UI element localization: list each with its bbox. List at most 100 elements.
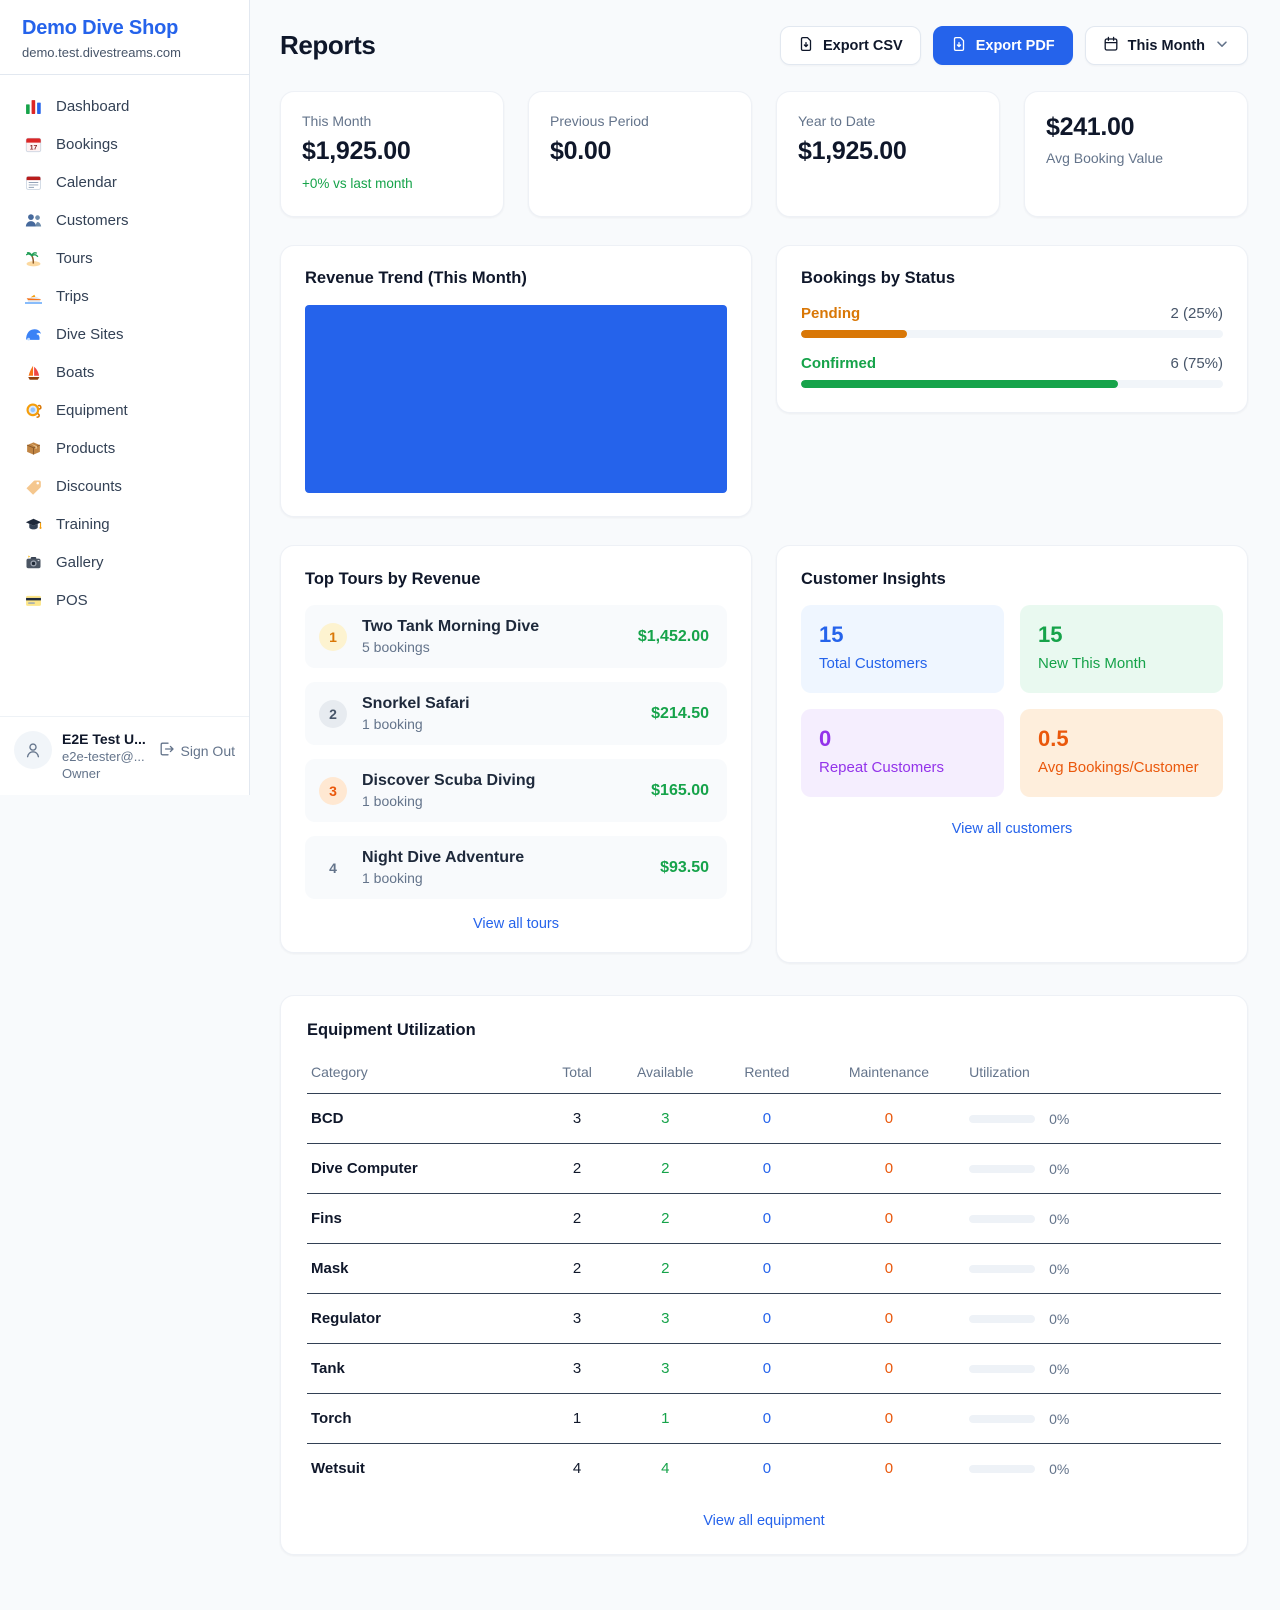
tour-revenue: $214.50: [651, 704, 709, 722]
stat-label: Year to Date: [798, 113, 876, 129]
sidebar-item-customers[interactable]: Customers: [12, 201, 237, 239]
sidebar-item-boats[interactable]: Boats: [12, 353, 237, 391]
view-all-tours-link[interactable]: View all tours: [473, 916, 559, 932]
calendar-icon: [1103, 36, 1119, 56]
sidebar-item-gallery[interactable]: Gallery: [12, 543, 237, 581]
sidebar-item-label: Products: [56, 439, 116, 457]
user-email: e2e-tester@...: [62, 749, 145, 764]
sidebar-item-products[interactable]: Products: [12, 429, 237, 467]
cell-maintenance: 0: [884, 1460, 894, 1477]
sidebar-item-label: Tours: [56, 249, 93, 267]
cell-category: Torch: [307, 1393, 545, 1444]
sidebar-item-training[interactable]: Training: [12, 505, 237, 543]
period-select[interactable]: This Month: [1084, 26, 1248, 65]
status-count: 2 (25%): [1170, 305, 1223, 322]
progress-track: [801, 330, 1223, 338]
cell-available: 2: [609, 1193, 721, 1244]
tour-bookings: 5 bookings: [362, 639, 430, 655]
avatar: [14, 731, 52, 769]
user-name: E2E Test U...: [62, 731, 146, 747]
top-tours-title: Top Tours by Revenue: [305, 570, 481, 588]
speedboat-icon: [24, 287, 42, 305]
bookings-by-status-card: Bookings by Status Pending 2 (25%) Confi…: [776, 245, 1248, 413]
bar-chart-icon: [24, 97, 42, 115]
cell-category: Tank: [307, 1343, 545, 1394]
cell-rented: 0: [721, 1393, 813, 1444]
sidebar-item-label: Customers: [56, 211, 129, 229]
cell-available: 3: [609, 1093, 721, 1144]
stat-value: $241.00: [1046, 113, 1135, 141]
export-pdf-label: Export PDF: [975, 37, 1055, 54]
shop-name[interactable]: Demo Dive Shop: [22, 17, 179, 39]
table-row: Regulator 3 3 0 0 0%: [307, 1293, 1221, 1344]
export-pdf-button[interactable]: Export PDF: [932, 26, 1073, 65]
insight-grid: 15 Total Customers 15 New This Month 0 R…: [801, 605, 1223, 797]
cell-available: 2: [609, 1243, 721, 1294]
progress-fill: [801, 330, 907, 338]
cell-total: 2: [544, 1243, 610, 1294]
view-all-equipment-link[interactable]: View all equipment: [703, 1513, 825, 1529]
insight-repeat-customers: 0 Repeat Customers: [801, 709, 1004, 797]
view-all-customers-link[interactable]: View all customers: [951, 821, 1073, 837]
stat-card-year-to-date: Year to Date $1,925.00: [776, 91, 1000, 217]
sidebar-item-label: POS: [56, 591, 88, 609]
cell-available: 3: [609, 1293, 721, 1344]
export-csv-button[interactable]: Export CSV: [779, 26, 921, 65]
utilization-bar: [969, 1264, 1036, 1273]
sidebar-item-label: Boats: [56, 363, 95, 381]
tour-row[interactable]: 2 Snorkel Safari 1 booking $214.50: [305, 682, 727, 745]
cell-total: 3: [544, 1293, 610, 1344]
file-download-icon: [798, 36, 814, 56]
cell-total: 2: [544, 1143, 610, 1194]
insight-value: 0.5: [1038, 726, 1069, 751]
utilization-bar: [969, 1164, 1036, 1173]
cell-available: 2: [609, 1143, 721, 1194]
utilization-cell: 0%: [969, 1211, 1217, 1227]
sidebar-item-trips[interactable]: Trips: [12, 277, 237, 315]
customer-insights-card: Customer Insights 15 Total Customers 15 …: [776, 545, 1248, 963]
brand: Demo Dive Shop demo.test.divestreams.com: [0, 0, 249, 75]
status-row-confirmed: Confirmed 6 (75%): [801, 355, 1223, 388]
tour-name: Night Dive Adventure: [362, 849, 525, 866]
sidebar-item-dashboard[interactable]: Dashboard: [12, 87, 237, 125]
sign-out-label: Sign Out: [180, 742, 235, 759]
tour-list: 1 Two Tank Morning Dive 5 bookings $1,45…: [305, 605, 727, 899]
utilization-cell: 0%: [969, 1161, 1217, 1177]
rank-badge: 1: [319, 622, 347, 651]
tour-row[interactable]: 1 Two Tank Morning Dive 5 bookings $1,45…: [305, 605, 727, 668]
cell-category: Regulator: [307, 1293, 545, 1344]
rank-badge: 3: [319, 776, 347, 805]
utilization-percent: 0%: [1049, 1160, 1070, 1177]
utilization-cell: 0%: [969, 1261, 1217, 1277]
sidebar-item-label: Dive Sites: [56, 325, 124, 343]
cell-category: Fins: [307, 1193, 545, 1244]
sidebar-item-tours[interactable]: Tours: [12, 239, 237, 277]
sidebar-item-calendar[interactable]: Calendar: [12, 163, 237, 201]
sidebar-item-discounts[interactable]: Discounts: [12, 467, 237, 505]
stats-row: This Month $1,925.00 +0% vs last month P…: [280, 91, 1248, 217]
tour-row[interactable]: 3 Discover Scuba Diving 1 booking $165.0…: [305, 759, 727, 822]
tour-row[interactable]: 4 Night Dive Adventure 1 booking $93.50: [305, 836, 727, 899]
status-count: 6 (75%): [1170, 355, 1223, 372]
insight-value: 0: [819, 726, 832, 751]
sidebar-item-bookings[interactable]: 17 Bookings: [12, 125, 237, 163]
top-tours-card: Top Tours by Revenue 1 Two Tank Morning …: [280, 545, 752, 953]
table-row: Torch 1 1 0 0 0%: [307, 1393, 1221, 1444]
sidebar-item-pos[interactable]: POS: [12, 581, 237, 619]
sidebar-item-equipment[interactable]: Equipment: [12, 391, 237, 429]
user-info: E2E Test U... e2e-tester@... Owner: [62, 731, 146, 781]
utilization-cell: 0%: [969, 1311, 1217, 1327]
utilization-cell: 0%: [969, 1111, 1217, 1127]
wave-icon: [24, 325, 42, 343]
revenue-trend-card: Revenue Trend (This Month): [280, 245, 752, 517]
sign-out-button[interactable]: Sign Out: [158, 731, 235, 770]
sidebar-item-dive-sites[interactable]: Dive Sites: [12, 315, 237, 353]
cell-rented: 0: [721, 1193, 813, 1244]
stat-label: Avg Booking Value: [1046, 150, 1164, 166]
sign-out-icon: [158, 741, 174, 760]
equipment-utilization-card: Equipment Utilization Category Total Ava…: [280, 995, 1248, 1555]
cell-available: 4: [661, 1460, 670, 1477]
insight-label: Repeat Customers: [819, 759, 945, 776]
sidebar-item-label: Equipment: [56, 401, 128, 419]
sidebar-item-label: Bookings: [56, 135, 118, 153]
